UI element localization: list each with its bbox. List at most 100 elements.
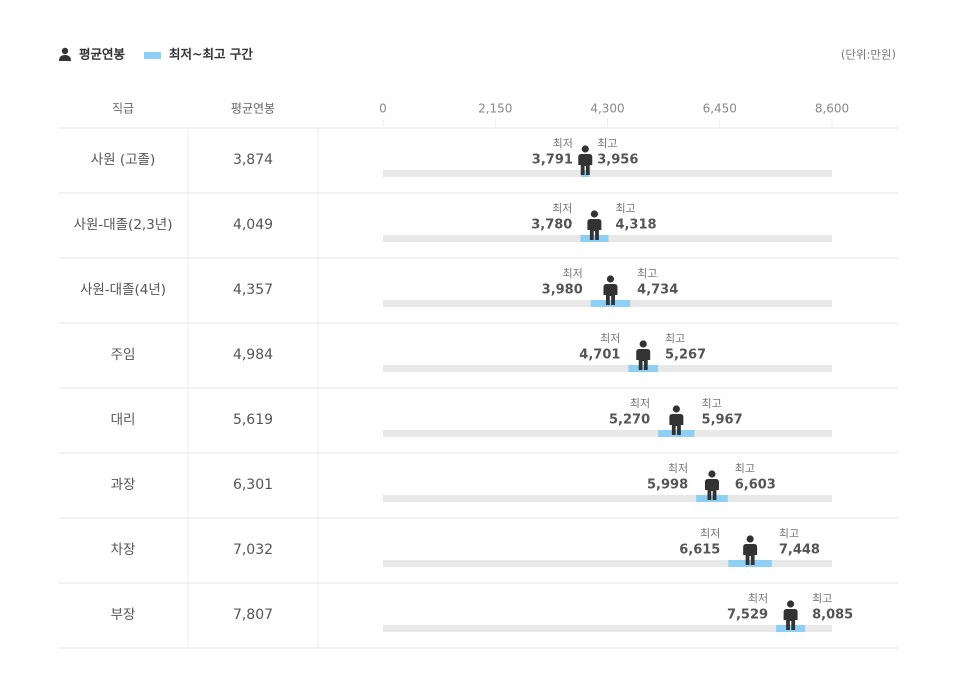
average-label: 4,049 <box>233 217 273 233</box>
average-marker <box>783 600 798 630</box>
icon-head <box>581 145 589 153</box>
average-label: 7,032 <box>233 542 273 558</box>
high-caption: 최고 <box>597 137 617 150</box>
icon-body <box>636 349 651 370</box>
average-label: 4,984 <box>233 347 273 363</box>
category-label: 차장 <box>111 542 136 558</box>
average-marker <box>636 340 651 370</box>
range-track <box>383 430 832 437</box>
icon-body <box>743 544 758 565</box>
high-caption: 최고 <box>779 527 799 540</box>
average-marker <box>669 405 684 435</box>
low-label: 4,701 <box>579 348 620 363</box>
category-label: 사원-대졸(4년) <box>80 282 166 298</box>
legend: 평균연봉 최저~최고 구간 <box>59 47 253 62</box>
average-label: 7,807 <box>233 607 273 623</box>
low-caption: 최저 <box>668 462 688 475</box>
low-caption: 최저 <box>630 397 650 410</box>
icon-head <box>590 210 598 218</box>
high-label: 6,603 <box>735 478 776 493</box>
average-marker <box>603 275 618 305</box>
icon-head <box>672 405 680 413</box>
range-bar <box>580 235 609 242</box>
icon-body <box>578 154 593 175</box>
range-bar <box>696 495 728 502</box>
icon-head <box>786 600 795 608</box>
legend-swatch <box>144 52 161 59</box>
icon-head <box>639 340 647 348</box>
high-label: 3,956 <box>597 153 638 168</box>
average-label: 5,619 <box>233 412 273 428</box>
category-label: 대리 <box>111 412 136 428</box>
high-caption: 최고 <box>812 592 832 605</box>
range-bar <box>658 430 695 437</box>
category-label: 주임 <box>111 347 136 363</box>
low-label: 5,270 <box>609 413 650 428</box>
low-label: 3,791 <box>532 153 573 168</box>
range-bar <box>728 560 772 567</box>
column-header: 평균연봉 <box>231 102 275 116</box>
low-caption: 최저 <box>563 267 583 280</box>
legend-label: 평균연봉 <box>79 47 126 62</box>
low-caption: 최저 <box>552 202 572 215</box>
icon-head <box>708 470 716 478</box>
icon-body <box>704 479 719 500</box>
low-label: 6,615 <box>679 543 720 558</box>
x-tick-label: 4,300 <box>590 102 624 116</box>
average-label: 3,874 <box>233 152 273 168</box>
range-track <box>383 170 832 177</box>
high-caption: 최고 <box>735 462 755 475</box>
high-label: 8,085 <box>812 608 853 623</box>
range-bar <box>580 170 590 177</box>
x-tick-label: 6,450 <box>703 102 737 116</box>
range-bar <box>590 300 631 307</box>
average-marker <box>743 535 758 565</box>
range-bar <box>776 625 806 632</box>
unit-note: (단위:만원) <box>841 48 896 62</box>
legend-person-icon <box>59 47 71 61</box>
category-label: 사원-대졸(2,3년) <box>74 217 173 233</box>
x-tick-label: 0 <box>379 102 387 116</box>
icon-head <box>606 275 615 283</box>
low-caption: 최저 <box>600 332 620 345</box>
high-caption: 최고 <box>615 202 635 215</box>
low-label: 3,980 <box>542 283 583 298</box>
range-track <box>383 365 832 372</box>
average-label: 6,301 <box>233 477 273 493</box>
x-tick-label: 2,150 <box>478 102 512 116</box>
column-header: 직급 <box>112 102 134 116</box>
high-label: 7,448 <box>779 543 820 558</box>
average-marker <box>587 210 602 240</box>
icon-body <box>669 414 684 435</box>
high-caption: 최고 <box>637 267 657 280</box>
icon-body <box>587 219 602 240</box>
range-track <box>383 560 832 567</box>
average-marker <box>704 470 719 500</box>
average-marker <box>578 145 593 175</box>
low-label: 5,998 <box>647 478 688 493</box>
icon-body <box>783 609 798 630</box>
high-label: 4,734 <box>637 283 678 298</box>
category-label: 부장 <box>111 607 136 623</box>
low-caption: 최저 <box>553 137 573 150</box>
high-caption: 최고 <box>702 397 722 410</box>
icon-head <box>746 535 754 543</box>
low-caption: 최저 <box>700 527 720 540</box>
low-caption: 최저 <box>748 592 768 605</box>
high-label: 5,267 <box>665 348 706 363</box>
legend-label: 최저~최고 구간 <box>169 47 253 62</box>
category-label: 사원 (고졸) <box>91 152 156 168</box>
high-caption: 최고 <box>665 332 685 345</box>
low-label: 3,780 <box>531 218 572 233</box>
x-tick-label: 8,600 <box>815 102 849 116</box>
range-bar <box>628 365 658 372</box>
icon-body <box>603 284 618 305</box>
range-track <box>383 495 832 502</box>
low-label: 7,529 <box>727 608 768 623</box>
range-track <box>383 625 832 632</box>
high-label: 4,318 <box>615 218 656 233</box>
category-label: 과장 <box>111 477 136 493</box>
high-label: 5,967 <box>702 413 743 428</box>
average-label: 4,357 <box>233 282 273 298</box>
